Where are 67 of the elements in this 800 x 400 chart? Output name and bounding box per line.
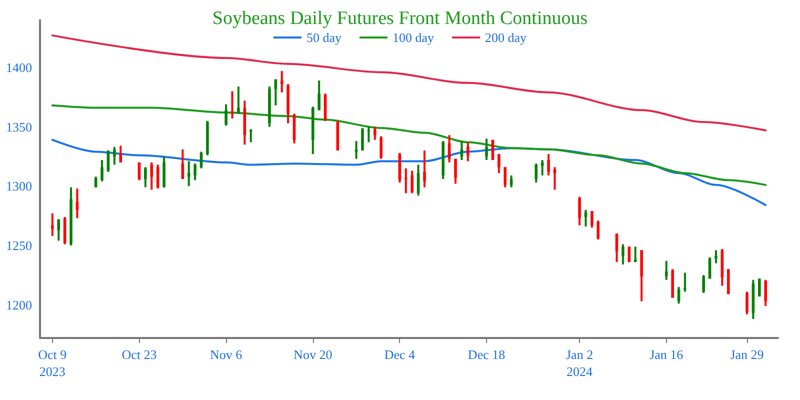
legend-label: 50 day xyxy=(306,30,342,45)
candlestick xyxy=(764,278,767,307)
candlestick xyxy=(94,176,98,188)
candlestick xyxy=(100,159,104,182)
candlestick xyxy=(547,153,550,176)
line-series xyxy=(51,138,767,206)
candlestick xyxy=(156,164,160,190)
x-tick-label: Oct 23 xyxy=(122,347,157,362)
candlestick xyxy=(622,243,624,266)
candlestick xyxy=(57,218,60,242)
candlestick xyxy=(361,126,364,152)
y-tick-label: 1300 xyxy=(6,178,32,194)
candlestick xyxy=(590,210,594,229)
candlestick xyxy=(596,220,600,241)
candlestick xyxy=(534,162,538,184)
x-tick-label: Jan 2 2024 xyxy=(566,347,594,379)
candlestick xyxy=(280,70,284,94)
candlestick xyxy=(510,174,513,188)
x-tick-label: Oct 9 2023 xyxy=(38,347,67,379)
candlestick xyxy=(485,138,488,162)
candlestick xyxy=(380,135,382,160)
candlestick xyxy=(113,146,116,166)
candlestick xyxy=(274,78,278,106)
y-tick-label: 1200 xyxy=(6,297,32,312)
candlestick xyxy=(448,134,451,164)
line-series xyxy=(51,104,767,186)
x-tick-label: Jan 29 xyxy=(730,347,764,362)
candlestick xyxy=(454,158,457,185)
candlestick xyxy=(714,249,718,264)
candlestick xyxy=(664,260,668,281)
candlestick xyxy=(318,80,320,112)
candlestick xyxy=(634,246,637,264)
candlestick xyxy=(466,141,470,162)
candlestick xyxy=(150,161,154,191)
legend-label: 200 day xyxy=(485,30,528,45)
candlestick xyxy=(51,212,54,237)
line-series xyxy=(51,34,767,132)
candlestick xyxy=(423,150,426,188)
y-tick-label: 1350 xyxy=(6,119,32,134)
y-tick-label: 1250 xyxy=(6,238,32,253)
candlestick xyxy=(746,290,748,316)
candlestick xyxy=(181,148,184,180)
chart-title: Soybeans Daily Futures Front Month Continuous xyxy=(212,8,588,29)
x-tick-label: Nov 20 xyxy=(294,347,332,362)
candlestick xyxy=(144,166,147,188)
x-tick-label: Nov 6 xyxy=(210,347,243,362)
candlestick xyxy=(194,162,196,182)
candlestick xyxy=(373,126,376,141)
candlestick xyxy=(504,166,507,188)
candlestick xyxy=(702,274,705,294)
candlestick xyxy=(684,272,686,293)
candlestick xyxy=(404,167,408,194)
candlestick xyxy=(237,85,240,115)
candlestick xyxy=(76,187,79,220)
candlestick xyxy=(498,153,500,174)
candlestick xyxy=(224,103,228,127)
x-tick-label: Dec 4 xyxy=(384,347,416,362)
candlestick xyxy=(578,196,581,226)
y-tick-label: 1400 xyxy=(6,60,32,75)
candlestick xyxy=(584,208,588,228)
candlestick xyxy=(615,232,618,264)
candlestick xyxy=(119,144,122,164)
legend-label: 100 day xyxy=(392,30,435,45)
x-tick-label: Dec 18 xyxy=(468,347,506,362)
candlestick xyxy=(410,170,414,194)
x-tick-label: Jan 16 xyxy=(650,347,684,362)
candlestick xyxy=(249,128,252,144)
